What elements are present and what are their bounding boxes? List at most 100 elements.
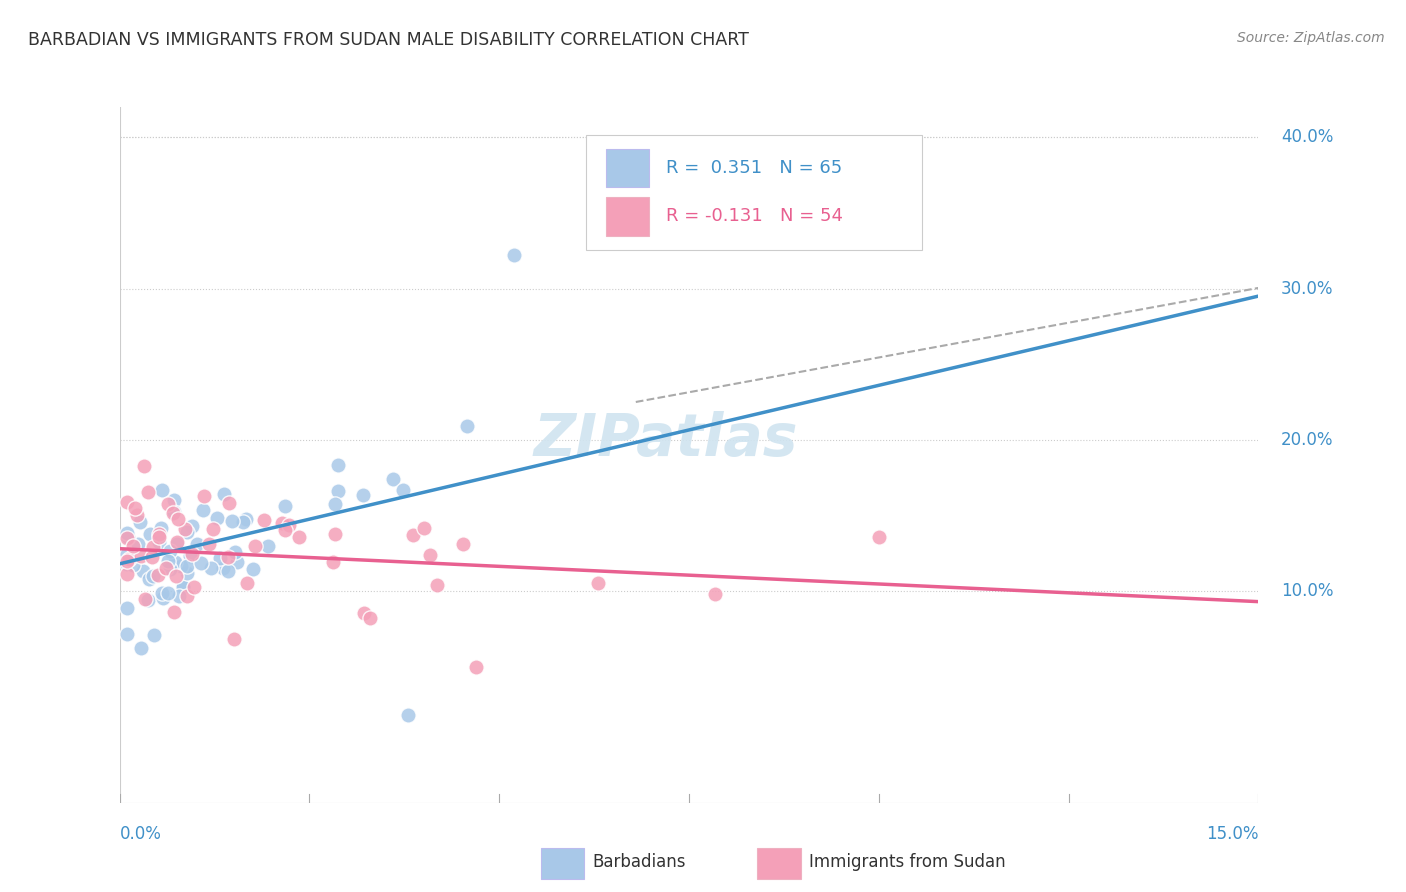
- Point: [172, 580, 194, 594]
- Point: [221, 514, 243, 528]
- Point: [353, 606, 375, 620]
- Point: [328, 484, 350, 499]
- Point: [115, 566, 138, 581]
- Point: [138, 572, 160, 586]
- Point: [170, 559, 193, 574]
- Point: [115, 531, 138, 545]
- Point: [703, 587, 725, 601]
- Point: [165, 568, 187, 582]
- Point: [232, 515, 254, 529]
- FancyBboxPatch shape: [586, 135, 922, 250]
- Point: [146, 567, 169, 582]
- Point: [134, 592, 156, 607]
- Point: [142, 569, 165, 583]
- Point: [115, 557, 138, 571]
- Point: [200, 561, 222, 575]
- Point: [124, 501, 146, 516]
- Point: [155, 561, 177, 575]
- Point: [127, 536, 149, 550]
- Point: [117, 552, 139, 566]
- Point: [503, 248, 526, 262]
- Point: [325, 497, 347, 511]
- Point: [132, 458, 155, 473]
- Point: [162, 506, 184, 520]
- Point: [136, 593, 159, 607]
- Point: [225, 555, 247, 569]
- Point: [419, 548, 441, 562]
- Point: [157, 497, 180, 511]
- Point: [243, 539, 266, 553]
- FancyBboxPatch shape: [541, 848, 583, 880]
- FancyBboxPatch shape: [606, 149, 650, 187]
- Point: [132, 564, 155, 578]
- Point: [191, 502, 214, 516]
- Point: [166, 534, 188, 549]
- Point: [122, 539, 145, 553]
- Point: [163, 506, 186, 520]
- Point: [274, 499, 297, 513]
- Point: [212, 561, 235, 575]
- Point: [235, 512, 257, 526]
- Point: [117, 530, 139, 544]
- Point: [125, 508, 148, 522]
- Text: 15.0%: 15.0%: [1206, 825, 1258, 844]
- Point: [115, 547, 138, 561]
- Point: [176, 566, 198, 580]
- Point: [148, 535, 170, 549]
- Point: [115, 600, 138, 615]
- Text: 40.0%: 40.0%: [1281, 128, 1333, 146]
- Point: [586, 576, 609, 591]
- Point: [465, 659, 488, 673]
- Point: [181, 548, 204, 562]
- Point: [142, 628, 165, 642]
- Point: [381, 472, 404, 486]
- Point: [217, 564, 239, 578]
- Point: [150, 520, 173, 534]
- Point: [129, 515, 152, 529]
- Point: [222, 632, 245, 646]
- Point: [359, 611, 381, 625]
- Point: [148, 526, 170, 541]
- Point: [392, 483, 415, 497]
- Point: [205, 510, 228, 524]
- Point: [139, 527, 162, 541]
- Point: [136, 484, 159, 499]
- Text: Source: ZipAtlas.com: Source: ZipAtlas.com: [1237, 31, 1385, 45]
- Point: [167, 512, 190, 526]
- Point: [176, 589, 198, 603]
- Point: [217, 550, 239, 565]
- Point: [224, 545, 246, 559]
- Point: [172, 581, 194, 595]
- Point: [190, 557, 212, 571]
- Text: BARBADIAN VS IMMIGRANTS FROM SUDAN MALE DISABILITY CORRELATION CHART: BARBADIAN VS IMMIGRANTS FROM SUDAN MALE …: [28, 31, 749, 49]
- Point: [160, 558, 183, 572]
- FancyBboxPatch shape: [758, 848, 800, 880]
- Point: [277, 517, 299, 532]
- Text: 0.0%: 0.0%: [120, 825, 162, 844]
- Point: [166, 536, 188, 550]
- Point: [150, 586, 173, 600]
- Text: ZIPatlas: ZIPatlas: [534, 411, 799, 468]
- Point: [402, 528, 425, 542]
- Text: 20.0%: 20.0%: [1281, 431, 1334, 449]
- Point: [129, 549, 152, 564]
- Point: [322, 555, 344, 569]
- Point: [148, 530, 170, 544]
- Point: [242, 562, 264, 576]
- Point: [163, 605, 186, 619]
- Point: [193, 489, 215, 503]
- Point: [456, 419, 478, 434]
- Point: [413, 521, 436, 535]
- Point: [201, 522, 224, 536]
- Point: [167, 589, 190, 603]
- Point: [451, 537, 474, 551]
- Point: [115, 554, 138, 568]
- Point: [174, 522, 197, 536]
- Text: Immigrants from Sudan: Immigrants from Sudan: [808, 853, 1005, 871]
- Point: [181, 518, 204, 533]
- Point: [115, 495, 138, 509]
- Point: [257, 539, 280, 553]
- Point: [352, 488, 374, 502]
- Text: 30.0%: 30.0%: [1281, 279, 1334, 298]
- Point: [159, 562, 181, 576]
